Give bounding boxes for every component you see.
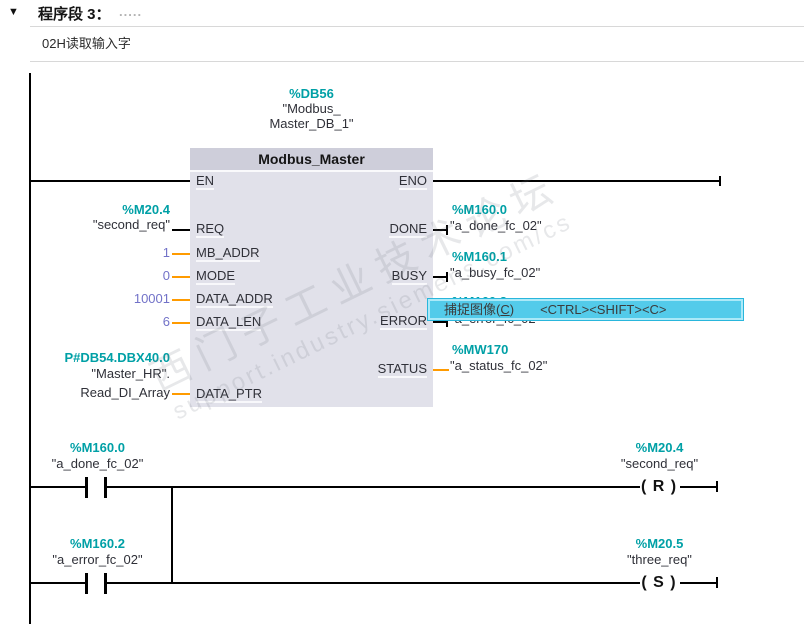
block-title[interactable]: Modbus_Master bbox=[190, 148, 433, 172]
wire-data-len bbox=[172, 322, 190, 324]
operand-done-name[interactable]: "a_done_fc_02" bbox=[450, 218, 542, 233]
comment-separator bbox=[30, 61, 804, 62]
operand-data-ptr-address[interactable]: P#DB54.DBX40.0 bbox=[64, 350, 171, 365]
rung2-coil-address[interactable]: %M20.5 bbox=[635, 536, 684, 551]
rung1-contact-name[interactable]: "a_done_fc_02" bbox=[51, 456, 144, 471]
wire-done-tick bbox=[446, 225, 448, 235]
operand-status-name[interactable]: "a_status_fc_02" bbox=[450, 358, 548, 373]
operand-data-ptr-name1[interactable]: "Master_HR". bbox=[91, 366, 170, 381]
rung2-contact-bar-right[interactable] bbox=[104, 573, 107, 594]
port-mb-addr[interactable]: MB_ADDR bbox=[196, 245, 260, 262]
db-instance-address[interactable]: %DB56 bbox=[289, 86, 334, 101]
wire-req bbox=[172, 229, 190, 231]
rung1-contact-bar-right[interactable] bbox=[104, 477, 107, 498]
rung1-wire-left bbox=[30, 486, 87, 488]
port-data-ptr[interactable]: DATA_PTR bbox=[196, 386, 262, 403]
rung2-coil-name[interactable]: "three_req" bbox=[627, 552, 692, 567]
operand-mode-value[interactable]: 0 bbox=[162, 268, 170, 283]
operand-data-addr-value[interactable]: 10001 bbox=[133, 291, 170, 306]
wire-error bbox=[433, 321, 446, 323]
port-mode[interactable]: MODE bbox=[196, 268, 235, 285]
wire-eno-end-tick bbox=[719, 176, 721, 186]
rung-branch-vertical bbox=[171, 486, 173, 584]
rung2-wire-middle bbox=[107, 582, 640, 584]
header-separator bbox=[30, 26, 804, 27]
rung1-coil-name[interactable]: "second_req" bbox=[620, 456, 699, 471]
capture-image-label: 捕捉图像( bbox=[444, 302, 501, 317]
wire-data-ptr bbox=[172, 393, 190, 395]
capture-image-shortcut: <CTRL><SHIFT><C> bbox=[540, 302, 667, 317]
network-collapse-icon[interactable]: ▼ bbox=[8, 6, 19, 18]
rung1-wire-right bbox=[680, 486, 717, 488]
port-done[interactable]: DONE bbox=[389, 221, 427, 238]
network-comment-placeholder[interactable]: ..... bbox=[119, 4, 143, 19]
rung2-wire-right bbox=[680, 582, 717, 584]
operand-mb-addr-value[interactable]: 1 bbox=[162, 245, 170, 260]
operand-status-address[interactable]: %MW170 bbox=[452, 342, 509, 357]
wire-done bbox=[433, 229, 446, 231]
wire-en bbox=[30, 180, 190, 182]
wire-status bbox=[433, 369, 449, 371]
wire-data-addr bbox=[172, 299, 190, 301]
operand-busy-name[interactable]: "a_busy_fc_02" bbox=[450, 265, 541, 280]
rung1-coil-address[interactable]: %M20.4 bbox=[635, 440, 684, 455]
rung1-wire-middle bbox=[107, 486, 640, 488]
operand-data-ptr-name2[interactable]: Read_DI_Array bbox=[80, 385, 170, 400]
port-data-addr[interactable]: DATA_ADDR bbox=[196, 291, 273, 308]
port-en[interactable]: EN bbox=[196, 173, 215, 190]
rung1-reset-coil[interactable]: ( R ) bbox=[640, 478, 678, 495]
wire-error-tick bbox=[446, 317, 448, 327]
rung1-contact-address[interactable]: %M160.0 bbox=[70, 440, 125, 455]
port-data-len[interactable]: DATA_LEN bbox=[196, 314, 262, 331]
network-title: 程序段 3： bbox=[38, 6, 111, 23]
wire-busy-tick bbox=[446, 272, 448, 282]
port-busy[interactable]: BUSY bbox=[391, 268, 427, 285]
wire-eno bbox=[433, 180, 720, 182]
operand-req-address[interactable]: %M20.4 bbox=[122, 202, 170, 217]
rung2-contact-name[interactable]: "a_error_fc_02" bbox=[52, 552, 143, 567]
rung2-set-coil[interactable]: ( S ) bbox=[641, 574, 677, 591]
operand-done-address[interactable]: %M160.0 bbox=[452, 202, 507, 217]
db-instance-name-line1[interactable]: "Modbus_ bbox=[282, 101, 341, 116]
wire-mb-addr bbox=[172, 253, 190, 255]
rung2-contact-bar-left[interactable] bbox=[85, 573, 88, 594]
port-req[interactable]: REQ bbox=[196, 221, 225, 238]
port-status[interactable]: STATUS bbox=[377, 361, 427, 378]
operand-req-name[interactable]: "second_req" bbox=[92, 217, 170, 232]
power-rail-left bbox=[29, 73, 31, 624]
modbus-master-block[interactable]: Modbus_Master bbox=[190, 148, 433, 407]
rung2-end-tick bbox=[716, 577, 718, 588]
operand-busy-address[interactable]: %M160.1 bbox=[452, 249, 507, 264]
network-comment[interactable]: 02H读取输入字 bbox=[42, 36, 131, 51]
rung1-end-tick bbox=[716, 481, 718, 492]
capture-image-label-end: ) bbox=[509, 302, 515, 317]
port-eno[interactable]: ENO bbox=[398, 173, 427, 190]
wire-mode bbox=[172, 276, 190, 278]
rung2-wire-left bbox=[30, 582, 87, 584]
operand-data-len-value[interactable]: 6 bbox=[162, 314, 170, 329]
capture-image-access-key: C bbox=[500, 302, 510, 317]
rung2-contact-address[interactable]: %M160.2 bbox=[70, 536, 125, 551]
wire-busy bbox=[433, 276, 446, 278]
rung1-contact-bar-left[interactable] bbox=[85, 477, 88, 498]
db-instance-name-line2[interactable]: Master_DB_1" bbox=[269, 116, 354, 131]
port-error[interactable]: ERROR bbox=[380, 313, 427, 330]
capture-image-menu-item[interactable]: 捕捉图像(C) <CTRL><SHIFT><C> bbox=[427, 298, 744, 321]
